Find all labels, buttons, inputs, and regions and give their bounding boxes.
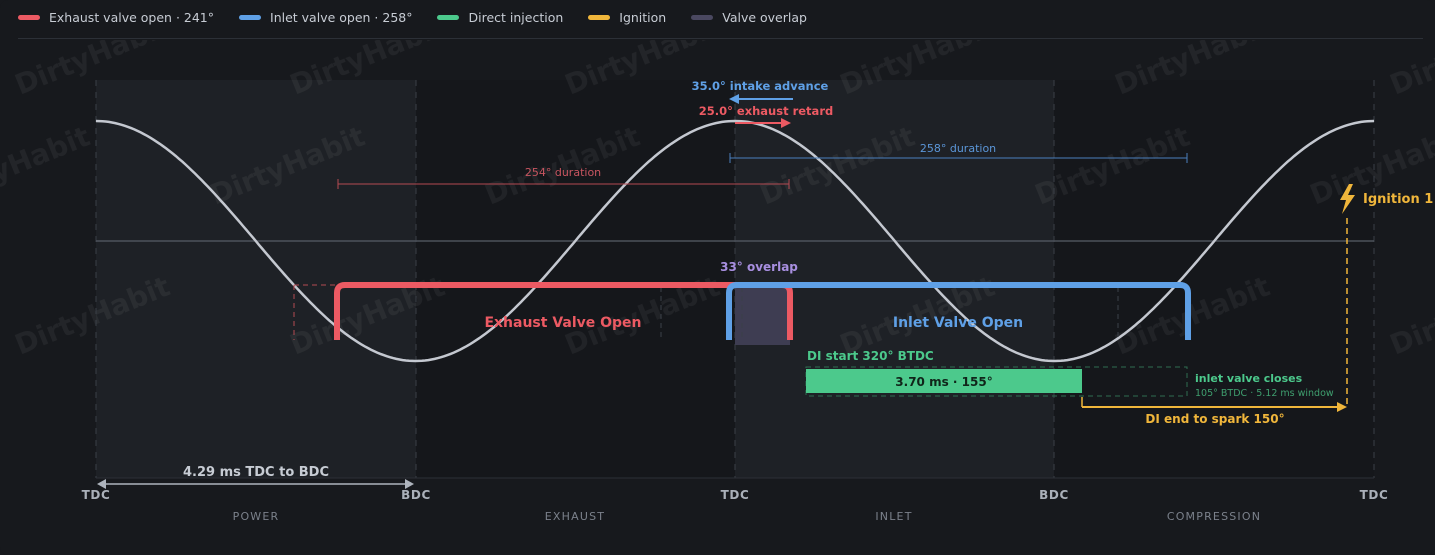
legend-item-overlap[interactable]: Valve overlap bbox=[691, 10, 807, 25]
overlap-label: 33° overlap bbox=[720, 260, 798, 274]
exhaust-duration-dimension bbox=[337, 179, 790, 189]
injection-window-label: 105° BTDC · 5.12 ms window bbox=[1195, 388, 1334, 399]
di-end-to-spark-arrow bbox=[1081, 397, 1347, 412]
legend-item-exhaust[interactable]: Exhaust valve open · 241° bbox=[18, 10, 214, 25]
exhaust-nominal-markers bbox=[293, 284, 337, 340]
ignition-label: Ignition 1 bbox=[1363, 192, 1433, 207]
stroke-label-power: POWER bbox=[233, 510, 280, 523]
tick-tdc-1: TDC bbox=[82, 488, 111, 502]
overlap-swatch-icon bbox=[691, 14, 714, 20]
legend-label: Exhaust valve open · 241° bbox=[49, 9, 215, 25]
tdc-to-bdc-time: 4.29 ms TDC to BDC bbox=[183, 465, 329, 480]
watermark-text: DirtyHabit bbox=[0, 120, 94, 212]
legend-label: Valve overlap bbox=[722, 9, 807, 25]
legend-item-injection[interactable]: Direct injection bbox=[437, 10, 563, 25]
piston-position-curve bbox=[95, 119, 1375, 363]
tick-bdc-2: BDC bbox=[1039, 488, 1069, 502]
inlet-duration-dimension bbox=[729, 153, 1188, 163]
legend-label: Ignition bbox=[619, 9, 667, 25]
tick-bdc-1: BDC bbox=[401, 488, 431, 502]
watermark-text: DirtyHabit bbox=[1385, 10, 1435, 102]
exhaust-stroke-band bbox=[416, 80, 735, 478]
exhaust-duration-label: 254° duration bbox=[525, 166, 601, 179]
injection-pulse-label: 3.70 ms · 155° bbox=[895, 375, 992, 389]
tick-tdc-2: TDC bbox=[721, 488, 750, 502]
tick-tdc-3: TDC bbox=[1360, 488, 1389, 502]
inlet-valve-open-bracket bbox=[726, 282, 1191, 340]
intake-advance-label: 35.0° intake advance bbox=[692, 79, 829, 93]
exhaust-retard-label: 25.0° exhaust retard bbox=[699, 104, 833, 118]
inlet-stroke-band bbox=[735, 80, 1054, 478]
legend-divider bbox=[18, 38, 1423, 39]
injection-swatch-icon bbox=[437, 14, 460, 20]
legend-item-ignition[interactable]: Ignition bbox=[588, 10, 666, 25]
legend: Exhaust valve open · 241° Inlet valve op… bbox=[18, 0, 807, 34]
di-end-to-spark-label: DI end to spark 150° bbox=[1145, 412, 1284, 426]
exhaust-retard-arrow bbox=[735, 118, 791, 128]
inlet-closes-label: inlet valve closes bbox=[1195, 372, 1303, 385]
valve-overlap-area bbox=[735, 285, 790, 345]
inlet-duration-label: 258° duration bbox=[920, 142, 996, 155]
legend-label: Direct injection bbox=[468, 9, 564, 25]
legend-label: Inlet valve open · 258° bbox=[270, 9, 413, 25]
power-stroke-band bbox=[96, 80, 416, 478]
exhaust-open-label: Exhaust Valve Open bbox=[484, 315, 641, 331]
intake-advance-arrow bbox=[729, 94, 793, 104]
exhaust-swatch-icon bbox=[18, 14, 40, 20]
watermark-text: DirtyHabit bbox=[1385, 270, 1435, 362]
stroke-label-inlet: INLET bbox=[875, 510, 912, 523]
inlet-open-label: Inlet Valve Open bbox=[893, 315, 1023, 331]
tdc-to-bdc-arrow: 4.29 ms TDC to BDC bbox=[97, 465, 414, 489]
compression-stroke-band bbox=[1054, 80, 1374, 478]
legend-item-inlet[interactable]: Inlet valve open · 258° bbox=[239, 10, 412, 25]
di-start-label: DI start 320° BTDC bbox=[807, 349, 934, 363]
ignition-swatch-icon bbox=[588, 14, 611, 20]
lightning-bolt-icon bbox=[1340, 184, 1355, 214]
stroke-label-exhaust: EXHAUST bbox=[545, 510, 605, 523]
stroke-label-compression: COMPRESSION bbox=[1167, 510, 1261, 523]
exhaust-valve-open-bracket bbox=[334, 282, 793, 340]
injection-pulse-bar bbox=[806, 369, 1082, 393]
inlet-swatch-icon bbox=[239, 14, 262, 20]
